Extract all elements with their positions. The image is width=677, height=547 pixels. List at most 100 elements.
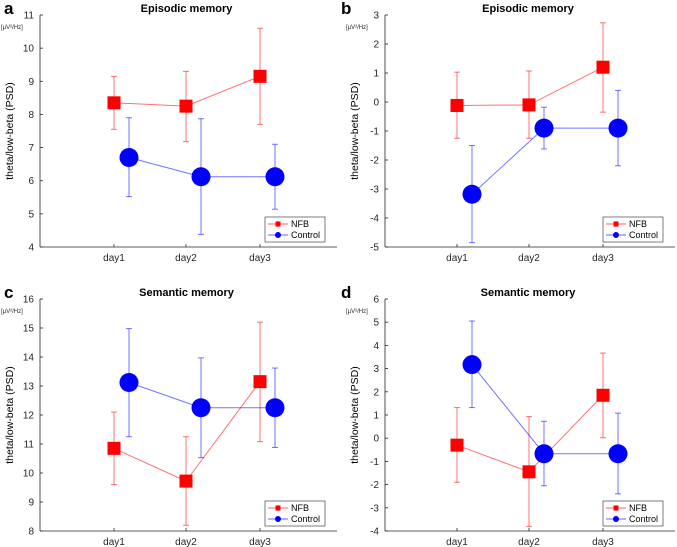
- y-axis-label: theta/low-beta (PSD): [349, 366, 361, 463]
- panel-label: b: [341, 0, 351, 18]
- y-tick-label: 4: [373, 341, 379, 352]
- y-tick-label: 15: [23, 324, 35, 335]
- y-tick-label: 2: [373, 387, 379, 398]
- data-point-square: [450, 438, 464, 452]
- legend-label: NFB: [629, 503, 647, 513]
- unit-label: [µV²/Hz]: [346, 25, 368, 31]
- x-tick-label: day3: [592, 253, 614, 264]
- y-tick-label: 1: [373, 69, 379, 80]
- series-line: [456, 394, 604, 473]
- data-point-circle: [119, 373, 139, 393]
- panel-label: a: [4, 0, 14, 18]
- data-point-circle: [462, 355, 482, 375]
- legend-label: NFB: [291, 219, 309, 229]
- legend-box: [264, 500, 326, 527]
- data-point-square: [522, 98, 536, 112]
- x-tick-label: day2: [175, 537, 197, 547]
- y-tick-label: 13: [23, 382, 35, 393]
- data-point-square: [450, 98, 464, 112]
- series-line: [113, 381, 261, 482]
- chart-title: Semantic memory: [481, 287, 577, 299]
- legend-label: NFB: [291, 503, 309, 513]
- legend-box: [602, 500, 664, 527]
- y-tick-label: -1: [370, 457, 379, 468]
- y-tick-label: 1: [373, 411, 379, 422]
- chart-title: Episodic memory: [482, 3, 575, 15]
- y-tick-label: 6: [28, 176, 34, 187]
- y-tick-label: 3: [373, 364, 379, 375]
- data-point-square: [596, 388, 610, 402]
- x-tick-label: day1: [446, 253, 468, 264]
- y-tick-label: -3: [370, 185, 379, 196]
- legend-marker-square: [275, 505, 281, 511]
- y-tick-label: 0: [373, 434, 379, 445]
- x-tick-label: day1: [103, 253, 125, 264]
- x-tick-label: day3: [249, 253, 271, 264]
- y-tick-label: -2: [370, 156, 379, 167]
- x-tick-label: day1: [446, 537, 468, 547]
- data-point-circle: [191, 167, 211, 187]
- series-nfb: [450, 352, 610, 527]
- x-tick-label: day2: [175, 253, 197, 264]
- panel-c: 8 9 10 11 12 13 14 15 16 day1 day2 day3 Semantic mem…: [1, 283, 337, 547]
- y-tick-label: 2: [373, 40, 379, 51]
- x-tick-label: day1: [103, 537, 125, 547]
- legend-marker-square: [275, 221, 281, 227]
- y-tick-label: -4: [370, 527, 379, 538]
- y-tick-label: 14: [23, 353, 35, 364]
- x-tick-label: day2: [518, 537, 540, 547]
- y-tick-label: 8: [28, 527, 34, 538]
- x-tick-label: day3: [249, 537, 271, 547]
- series-control: [119, 117, 285, 235]
- data-point-square: [522, 465, 536, 479]
- data-point-circle: [191, 398, 211, 418]
- legend-marker-circle: [613, 232, 619, 238]
- data-point-circle: [119, 148, 139, 168]
- data-point-circle: [534, 118, 554, 138]
- y-tick-label: 12: [23, 411, 35, 422]
- y-tick-label: 4: [28, 243, 34, 254]
- panel-label: c: [4, 283, 13, 302]
- series-control: [462, 320, 628, 495]
- series-line: [471, 364, 618, 455]
- chart-title: Episodic memory: [141, 3, 234, 15]
- data-point-square: [107, 96, 121, 110]
- data-point-square: [596, 60, 610, 74]
- y-tick-label: -4: [370, 214, 379, 225]
- y-tick-label: -3: [370, 503, 379, 514]
- x-tick-label: day2: [518, 253, 540, 264]
- data-point-circle: [608, 444, 628, 464]
- y-tick-label: 7: [28, 143, 34, 154]
- data-point-circle: [265, 398, 285, 418]
- legend-label: Control: [291, 230, 320, 240]
- x-tick-label: day3: [592, 537, 614, 547]
- legend-label: Control: [629, 230, 658, 240]
- y-tick-label: -2: [370, 480, 379, 491]
- data-point-circle: [608, 118, 628, 138]
- data-point-square: [107, 441, 121, 455]
- y-tick-label: 8: [28, 110, 34, 121]
- data-point-square: [253, 69, 267, 83]
- data-point-square: [253, 375, 267, 389]
- legend-marker-square: [613, 221, 619, 227]
- legend-label: NFB: [629, 219, 647, 229]
- panel-a: 4 5 6 7 8 9 10 11 day1 day2 day3 Episodic memory a [µ…: [1, 0, 337, 264]
- y-tick-label: 16: [23, 295, 35, 306]
- series-control: [119, 328, 285, 459]
- y-tick-label: 11: [24, 440, 35, 451]
- legend-label: Control: [291, 514, 320, 524]
- y-tick-label: 9: [28, 498, 34, 509]
- series-nfb: [107, 321, 267, 526]
- unit-label: [µV²/Hz]: [1, 309, 23, 315]
- series-line: [471, 127, 618, 195]
- legend-box: [602, 216, 664, 243]
- y-tick-label: 6: [373, 295, 379, 306]
- panel-label: d: [341, 283, 351, 302]
- y-tick-label: 10: [23, 44, 35, 55]
- y-tick-label: 3: [373, 11, 379, 22]
- data-point-circle: [265, 167, 285, 187]
